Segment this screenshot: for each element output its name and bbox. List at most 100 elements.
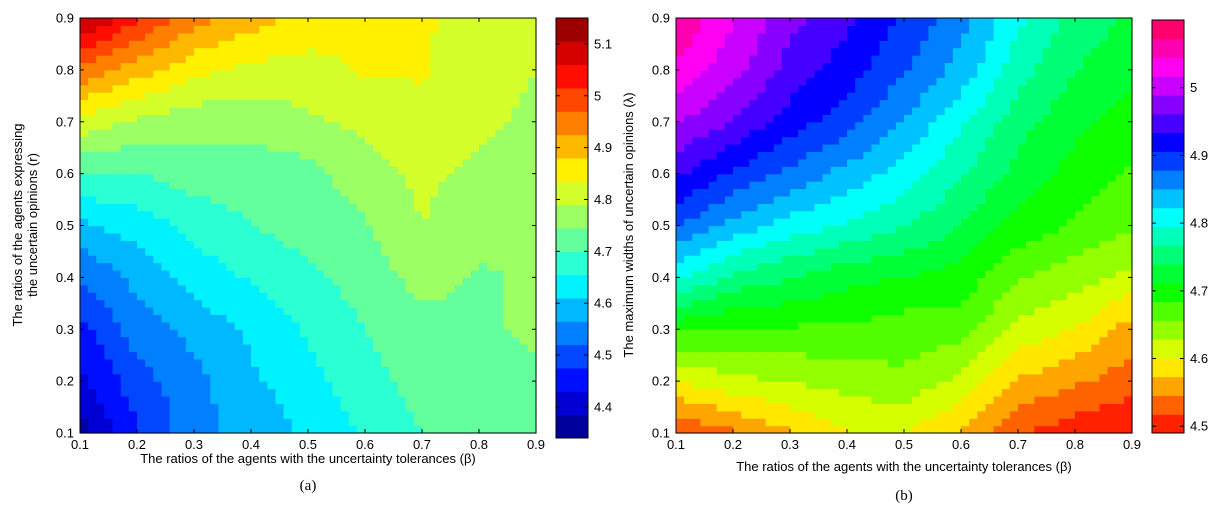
contour-cell bbox=[405, 158, 415, 167]
contour-cell bbox=[438, 181, 448, 190]
contour-cell bbox=[438, 62, 448, 71]
contour-cell bbox=[397, 195, 407, 204]
contour-cell bbox=[194, 25, 203, 34]
contour-cell bbox=[920, 247, 930, 256]
contour-cell bbox=[430, 292, 439, 301]
contour-cell bbox=[1042, 358, 1052, 367]
contour-cell bbox=[716, 255, 726, 264]
contour-cell bbox=[503, 69, 513, 78]
contour-cell bbox=[479, 336, 488, 345]
contour-cell bbox=[308, 55, 317, 64]
contour-cell bbox=[275, 84, 285, 93]
contour-cell bbox=[145, 269, 154, 278]
contour-cell bbox=[952, 358, 962, 367]
contour-cell bbox=[356, 418, 366, 427]
contour-cell bbox=[373, 410, 382, 419]
contour-cell bbox=[446, 136, 456, 145]
contour-cell bbox=[356, 136, 366, 145]
contour-cell bbox=[283, 210, 293, 219]
contour-cell bbox=[855, 247, 864, 256]
contour-cell bbox=[830, 314, 840, 323]
contour-cell bbox=[324, 344, 334, 353]
contour-cell bbox=[847, 329, 856, 338]
contour-cell bbox=[1034, 329, 1044, 338]
contour-cell bbox=[316, 269, 325, 278]
contour-cell bbox=[790, 240, 799, 249]
contour-cell bbox=[700, 210, 710, 219]
contour-cell bbox=[936, 418, 946, 427]
contour-cell bbox=[145, 247, 154, 256]
contour-cell bbox=[887, 410, 897, 419]
contour-cell bbox=[503, 366, 513, 375]
contour-cell bbox=[185, 314, 195, 323]
contour-cell bbox=[519, 114, 529, 123]
contour-cell bbox=[952, 269, 962, 278]
contour-cell bbox=[519, 55, 529, 64]
contour-cell bbox=[145, 240, 154, 249]
contour-cell bbox=[985, 269, 995, 278]
contour-cell bbox=[153, 336, 163, 345]
contour-cell bbox=[519, 18, 529, 27]
contour-cell bbox=[259, 129, 268, 138]
contour-cell bbox=[128, 114, 138, 123]
contour-cell bbox=[226, 425, 236, 434]
contour-cell bbox=[814, 425, 824, 434]
contour-cell bbox=[708, 403, 718, 412]
contour-cell bbox=[291, 232, 301, 241]
contour-cell bbox=[511, 203, 521, 212]
contour-cell bbox=[1042, 299, 1052, 308]
contour-cell bbox=[519, 121, 529, 130]
contour-cell bbox=[308, 121, 317, 130]
contour-cell bbox=[1066, 277, 1076, 286]
contour-cell bbox=[283, 314, 293, 323]
contour-cell bbox=[1099, 262, 1109, 271]
contour-cell bbox=[1018, 425, 1027, 434]
contour-cell bbox=[527, 106, 537, 115]
contour-cell bbox=[446, 25, 456, 34]
contour-cell bbox=[479, 381, 488, 390]
contour-cell bbox=[381, 255, 391, 264]
contour-cell bbox=[438, 336, 448, 345]
contour-cell bbox=[316, 151, 325, 160]
contour-cell bbox=[348, 336, 358, 345]
contour-cell bbox=[397, 99, 407, 108]
contour-cell bbox=[381, 32, 391, 41]
contour-cell bbox=[356, 47, 366, 56]
contour-cell bbox=[879, 269, 889, 278]
contour-cell bbox=[708, 255, 718, 264]
contour-cell bbox=[519, 269, 529, 278]
contour-cell bbox=[430, 358, 439, 367]
contour-cell bbox=[348, 143, 358, 152]
contour-cell bbox=[487, 55, 496, 64]
contour-cell bbox=[1107, 321, 1117, 330]
contour-cell bbox=[495, 188, 505, 197]
contour-cell bbox=[920, 240, 930, 249]
contour-cell bbox=[519, 25, 529, 34]
contour-cell bbox=[454, 351, 464, 360]
contour-cell bbox=[348, 425, 358, 434]
contour-cell bbox=[920, 395, 930, 404]
contour-cell bbox=[283, 403, 293, 412]
contour-cell bbox=[446, 410, 456, 419]
contour-cell bbox=[904, 381, 913, 390]
contour-cell bbox=[177, 143, 187, 152]
contour-cell bbox=[438, 255, 448, 264]
contour-cell bbox=[503, 18, 513, 27]
contour-cell bbox=[226, 77, 236, 86]
contour-cell bbox=[871, 203, 881, 212]
contour-cell bbox=[169, 203, 179, 212]
contour-cell bbox=[348, 195, 358, 204]
contour-cell bbox=[177, 358, 187, 367]
contour-cell bbox=[259, 284, 268, 293]
contour-cell bbox=[413, 151, 423, 160]
contour-cell bbox=[234, 344, 244, 353]
contour-cell bbox=[316, 129, 325, 138]
contour-cell bbox=[218, 269, 228, 278]
contour-cell bbox=[511, 136, 521, 145]
contour-cell bbox=[495, 344, 505, 353]
contour-cell bbox=[527, 173, 537, 182]
contour-cell bbox=[1107, 351, 1117, 360]
contour-cell bbox=[1018, 277, 1027, 286]
contour-cell bbox=[503, 195, 513, 204]
contour-cell bbox=[961, 314, 970, 323]
